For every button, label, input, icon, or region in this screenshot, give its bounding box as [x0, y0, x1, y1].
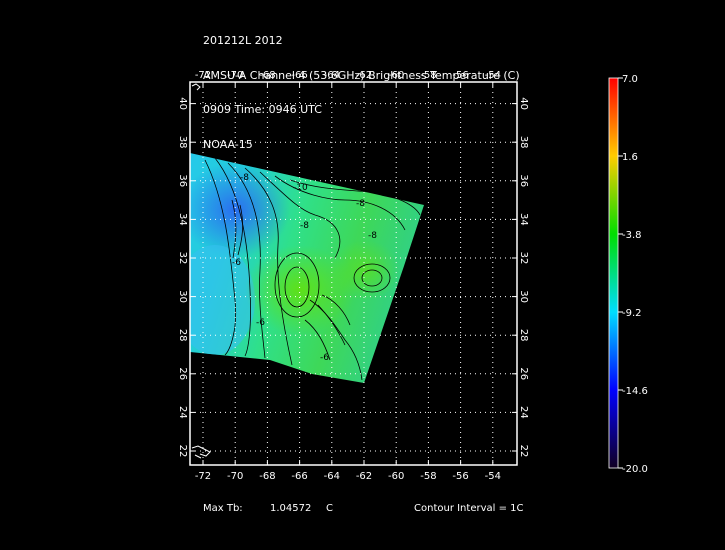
- contour-lines: [204, 157, 421, 381]
- colorbar: [609, 78, 618, 468]
- lon-tick-label-top: -54: [485, 70, 501, 81]
- lon-tick-label-bottom: -66: [291, 471, 307, 482]
- colorbar-label: 7.0: [622, 74, 638, 85]
- contour-label: -8: [368, 231, 377, 241]
- lon-tick-label-top: -60: [388, 70, 404, 81]
- contour-label: -6: [320, 353, 329, 363]
- lat-tick-label-right: 30: [518, 290, 529, 303]
- colorbar-label: -20.0: [622, 464, 648, 475]
- contour-labels: -10 -8 -8 -6 -6 -8 -6 -8: [232, 173, 377, 363]
- colorbar-frame: [608, 77, 619, 469]
- lon-tick-label-bottom: -72: [195, 471, 211, 482]
- lon-tick-label-top: -66: [291, 70, 307, 81]
- contour-interval: Contour Interval = 1C: [414, 503, 524, 514]
- max-tb-label: Max Tb:: [203, 503, 243, 514]
- lat-tick-label-left: 26: [177, 367, 188, 380]
- contour-label: -6: [232, 258, 241, 268]
- lat-tick-label-right: 36: [518, 174, 529, 187]
- lat-tick-label-right: 32: [518, 252, 529, 265]
- contour-label: -8: [356, 199, 365, 209]
- lat-tick-label-left: 34: [177, 213, 188, 226]
- contour-label: -8: [240, 173, 249, 183]
- lon-tick-label-bottom: -64: [324, 471, 340, 482]
- lon-tick-label-bottom: -62: [356, 471, 372, 482]
- colorbar-label: -9.2: [622, 308, 642, 319]
- lat-tick-label-left: 40: [177, 97, 188, 110]
- lat-tick-label-right: 22: [518, 445, 529, 458]
- lon-tick-label-top: -56: [452, 70, 468, 81]
- lat-tick-label-right: 34: [518, 213, 529, 226]
- lon-tick-label-top: -72: [195, 70, 211, 81]
- colorbar-label: -3.8: [622, 230, 642, 241]
- lon-tick-label-bottom: -56: [452, 471, 468, 482]
- lat-tick-label-left: 36: [177, 174, 188, 187]
- lat-tick-label-right: 24: [518, 406, 529, 419]
- lat-tick-label-left: 30: [177, 290, 188, 303]
- lat-tick-label-right: 28: [518, 329, 529, 342]
- lon-tick-label-bottom: -54: [485, 471, 501, 482]
- lat-tick-label-right: 40: [518, 97, 529, 110]
- contour-label: -6: [256, 318, 265, 328]
- lon-tick-label-top: -62: [356, 70, 372, 81]
- coastline: [191, 83, 211, 459]
- lat-tick-label-left: 24: [177, 406, 188, 419]
- lon-tick-label-top: -64: [324, 70, 340, 81]
- lon-tick-label-bottom: -68: [259, 471, 275, 482]
- map-header: 201212L 2012 AMSU-A Channel 4 (53.6GHz) …: [203, 12, 520, 162]
- time-title: 0909 Time: 0946 UTC: [203, 103, 322, 116]
- lat-tick-label-left: 32: [177, 252, 188, 265]
- map-axes: -72 -72 -70 -70 -68 -68 -66 -66 -64 -64 -62 -62 -60 -…: [177, 70, 529, 482]
- satellite-title: NOAA-15: [203, 137, 253, 151]
- map-frame: [189, 81, 518, 466]
- max-tb-value: 1.04572: [270, 503, 312, 514]
- lon-tick-label-top: -68: [259, 70, 275, 81]
- lat-tick-label-right: 38: [518, 136, 529, 149]
- colorbar-labels: 7.0 1.6 -3.8 -9.2 -14.6 -20.0: [618, 74, 648, 475]
- colorbar-label: -14.6: [622, 386, 648, 397]
- product-title: AMSU-A Channel 4 (53.6GHz) Brightness Te…: [203, 68, 520, 82]
- lat-tick-label-left: 22: [177, 445, 188, 458]
- lat-tick-label-left: 38: [177, 136, 188, 149]
- max-tb-unit: C: [326, 503, 333, 514]
- storm-id-title: 201212L 2012: [203, 34, 283, 47]
- contour-label: -10: [293, 183, 308, 193]
- lon-tick-label-top: -58: [420, 70, 436, 81]
- lon-tick-label-bottom: -70: [227, 471, 243, 482]
- contour-label: -8: [300, 221, 309, 231]
- lon-tick-label-bottom: -58: [420, 471, 436, 482]
- lat-tick-label-right: 26: [518, 367, 529, 380]
- lon-tick-label-bottom: -60: [388, 471, 404, 482]
- lat-tick-label-left: 28: [177, 329, 188, 342]
- lon-tick-label-top: -70: [227, 70, 243, 81]
- colorbar-label: 1.6: [622, 152, 638, 163]
